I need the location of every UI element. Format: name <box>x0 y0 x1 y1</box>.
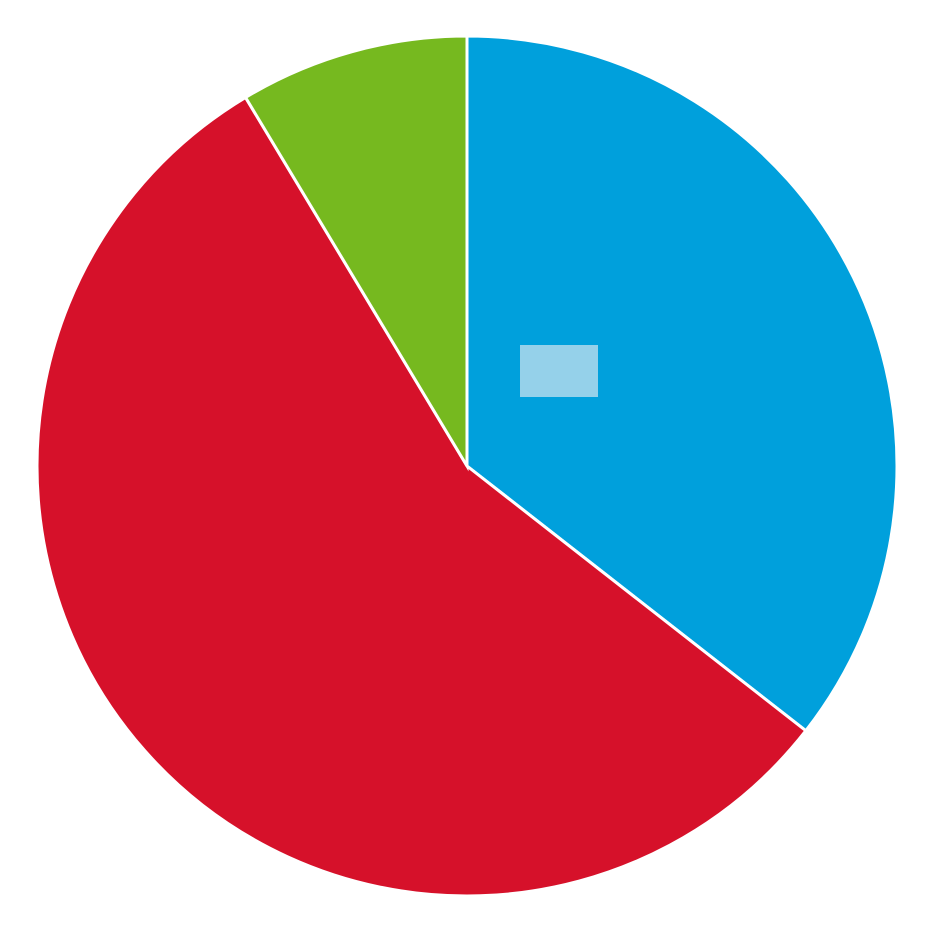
inner-marker-rect <box>520 345 598 397</box>
pie-chart <box>0 0 935 935</box>
pie-chart-container <box>0 0 935 935</box>
